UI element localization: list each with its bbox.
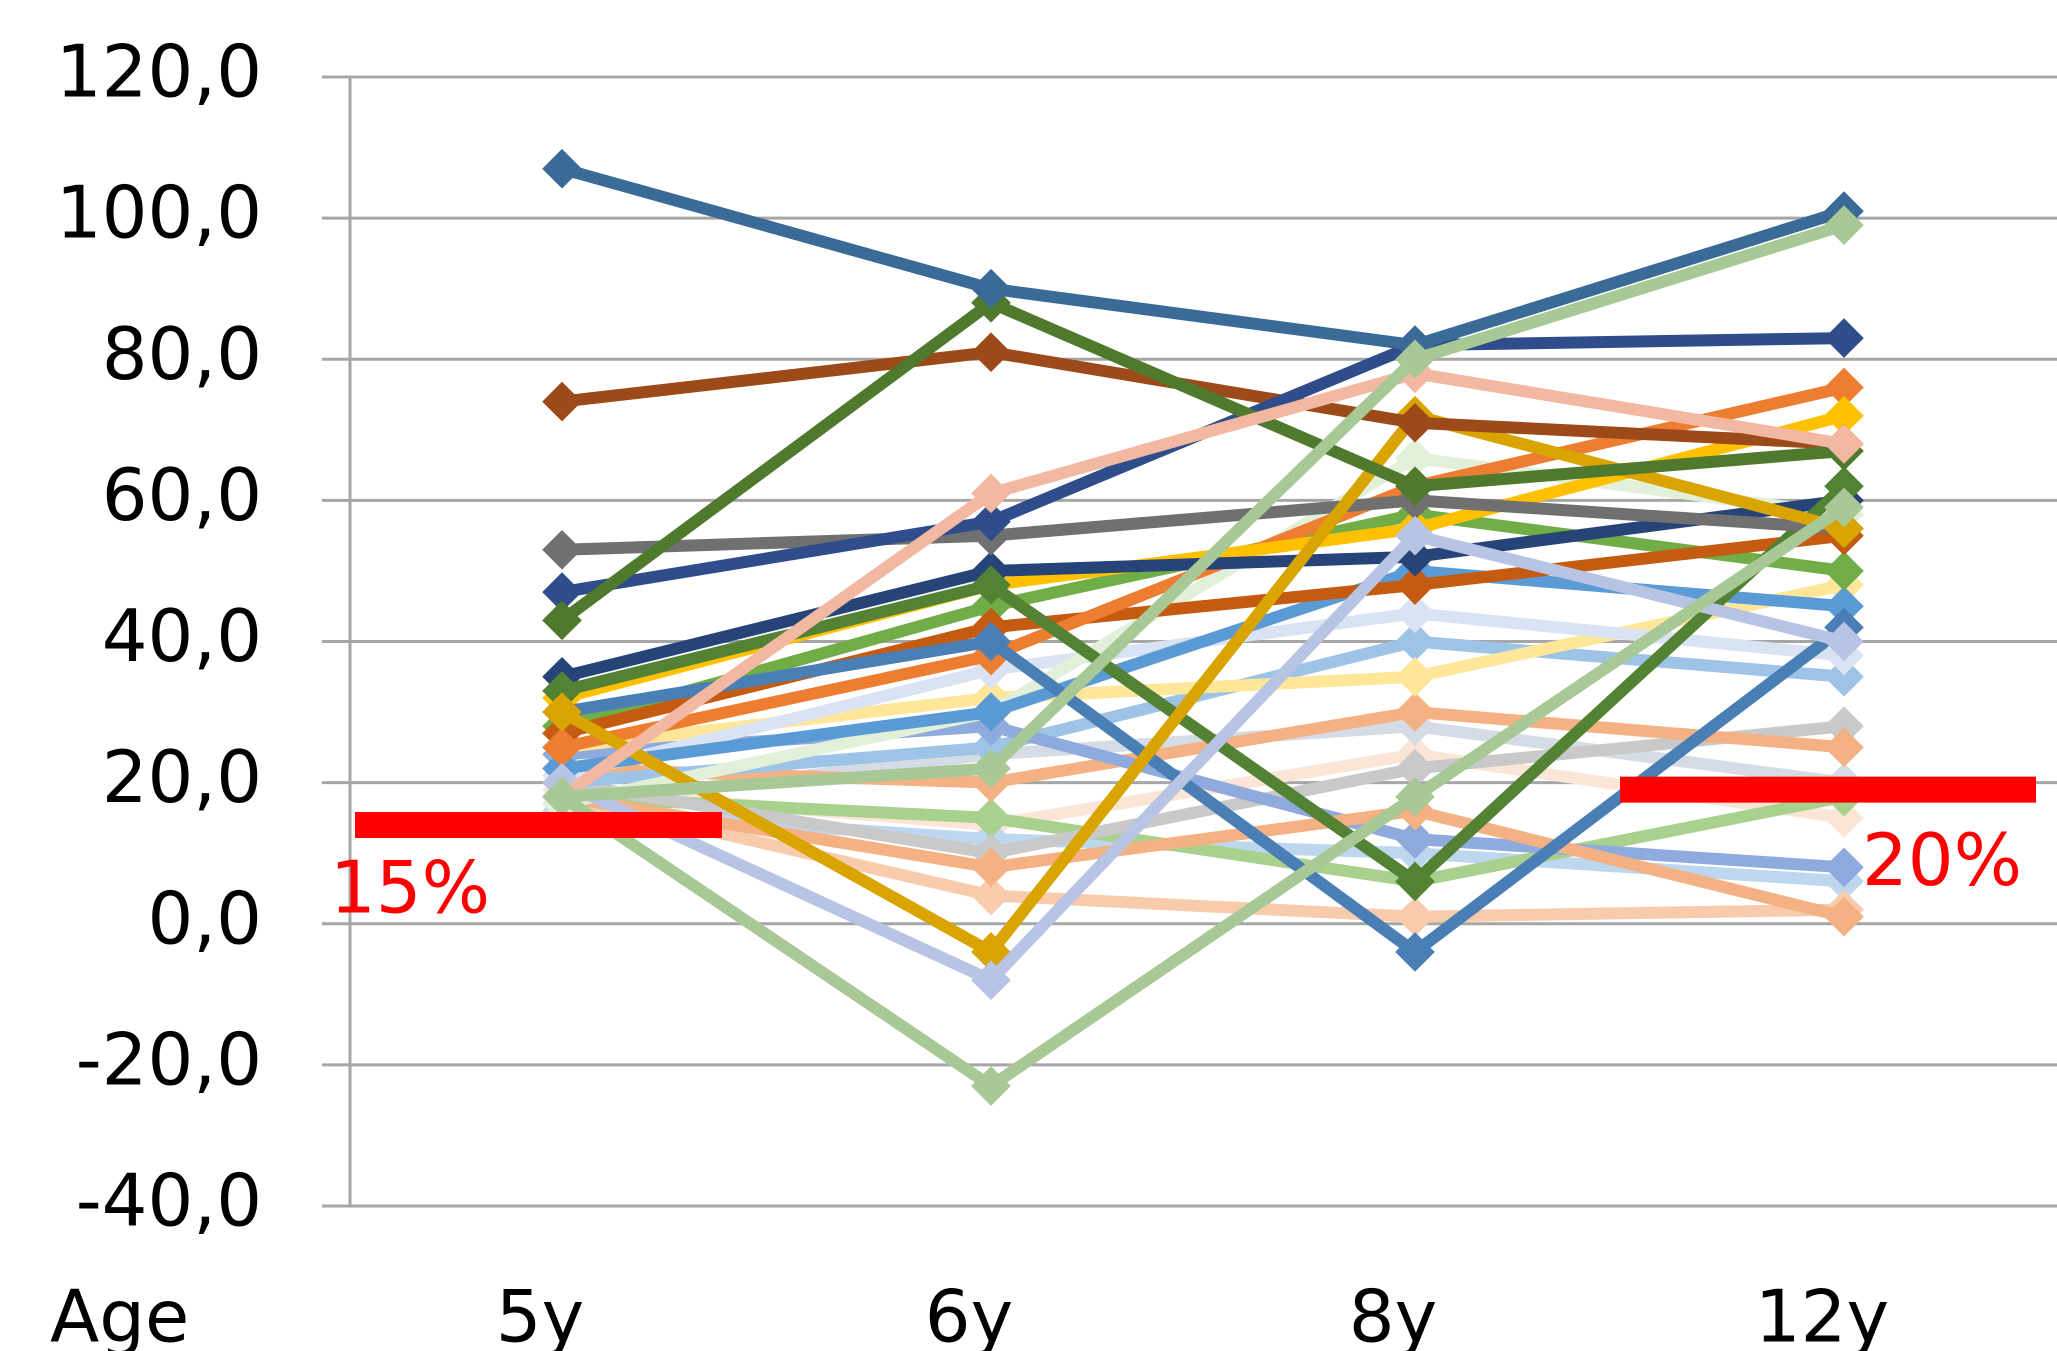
- series-line: [560, 162, 1846, 352]
- series-marker: [971, 565, 1011, 605]
- series-line: [560, 452, 1845, 810]
- series-marker: [971, 875, 1011, 916]
- series-marker: [542, 600, 582, 641]
- series-marker: [971, 692, 1011, 732]
- series-marker: [1824, 798, 1864, 838]
- series-marker: [542, 692, 582, 732]
- x-tick-label: 12y: [1755, 1275, 1889, 1351]
- series-marker: [971, 798, 1011, 838]
- series-marker: [971, 268, 1011, 309]
- series-line: [559, 529, 1846, 987]
- annotation: 20%: [1862, 818, 2022, 902]
- y-tick-label: -20,0: [76, 1017, 262, 1101]
- series-marker: [1395, 819, 1435, 859]
- series-line: [561, 219, 1846, 803]
- series-marker: [971, 332, 1011, 372]
- series-marker: [971, 748, 1011, 789]
- series-line: [561, 346, 1845, 450]
- series-line: [560, 790, 1845, 923]
- series-marker: [1395, 932, 1435, 972]
- x-tick-label: 6y: [925, 1275, 1013, 1351]
- x-tick-label: 5y: [496, 1275, 584, 1351]
- annotation: 15%: [330, 845, 490, 929]
- series-line: [558, 367, 1845, 802]
- y-tick-label: 20,0: [102, 735, 262, 819]
- series-marker: [1395, 896, 1435, 937]
- y-tick-label: 100,0: [56, 171, 262, 255]
- series-marker: [542, 671, 582, 711]
- series-marker: [542, 776, 582, 817]
- series-marker: [1824, 621, 1864, 662]
- series-marker: [1395, 656, 1435, 697]
- x-axis-label: Age: [50, 1275, 189, 1351]
- series-marker: [971, 473, 1011, 514]
- series-marker: [542, 529, 582, 570]
- series-marker: [1824, 551, 1864, 591]
- series-line: [561, 720, 1845, 860]
- series-marker: [1395, 565, 1435, 605]
- series-line: [558, 296, 1845, 626]
- series-marker: [1395, 776, 1435, 817]
- y-tick-label: 0,0: [147, 876, 262, 960]
- y-tick-label: 120,0: [56, 30, 262, 114]
- y-tick-label: -40,0: [76, 1159, 262, 1243]
- series-marker: [971, 621, 1011, 662]
- series-marker: [1395, 621, 1435, 662]
- series-marker: [1824, 727, 1864, 768]
- x-tick-label: 8y: [1349, 1275, 1437, 1351]
- series-marker: [971, 960, 1011, 1000]
- series-marker: [542, 148, 582, 189]
- series-marker: [542, 381, 582, 422]
- series-marker: [1824, 318, 1864, 358]
- series-marker: [542, 727, 582, 768]
- y-tick-label: 80,0: [102, 312, 262, 396]
- series-line: [561, 790, 1846, 888]
- series-marker: [1395, 748, 1435, 789]
- series-marker: [1824, 586, 1864, 627]
- series-marker: [542, 572, 582, 612]
- series-line: [561, 494, 1845, 556]
- series-line: [558, 502, 1848, 1093]
- series-marker: [971, 501, 1011, 542]
- series-marker: [1395, 692, 1435, 732]
- series-line: [561, 706, 1845, 789]
- series-marker: [1824, 706, 1864, 746]
- series-marker: [1395, 593, 1435, 634]
- series-marker: [971, 847, 1011, 888]
- y-tick-label: 40,0: [102, 594, 262, 678]
- series-marker: [1395, 515, 1435, 556]
- series-marker: [1824, 847, 1864, 888]
- series-marker: [971, 1066, 1011, 1106]
- series-marker: [1395, 861, 1435, 902]
- series-marker: [1824, 656, 1864, 697]
- y-tick-label: 60,0: [102, 453, 262, 537]
- series-marker: [1824, 896, 1864, 937]
